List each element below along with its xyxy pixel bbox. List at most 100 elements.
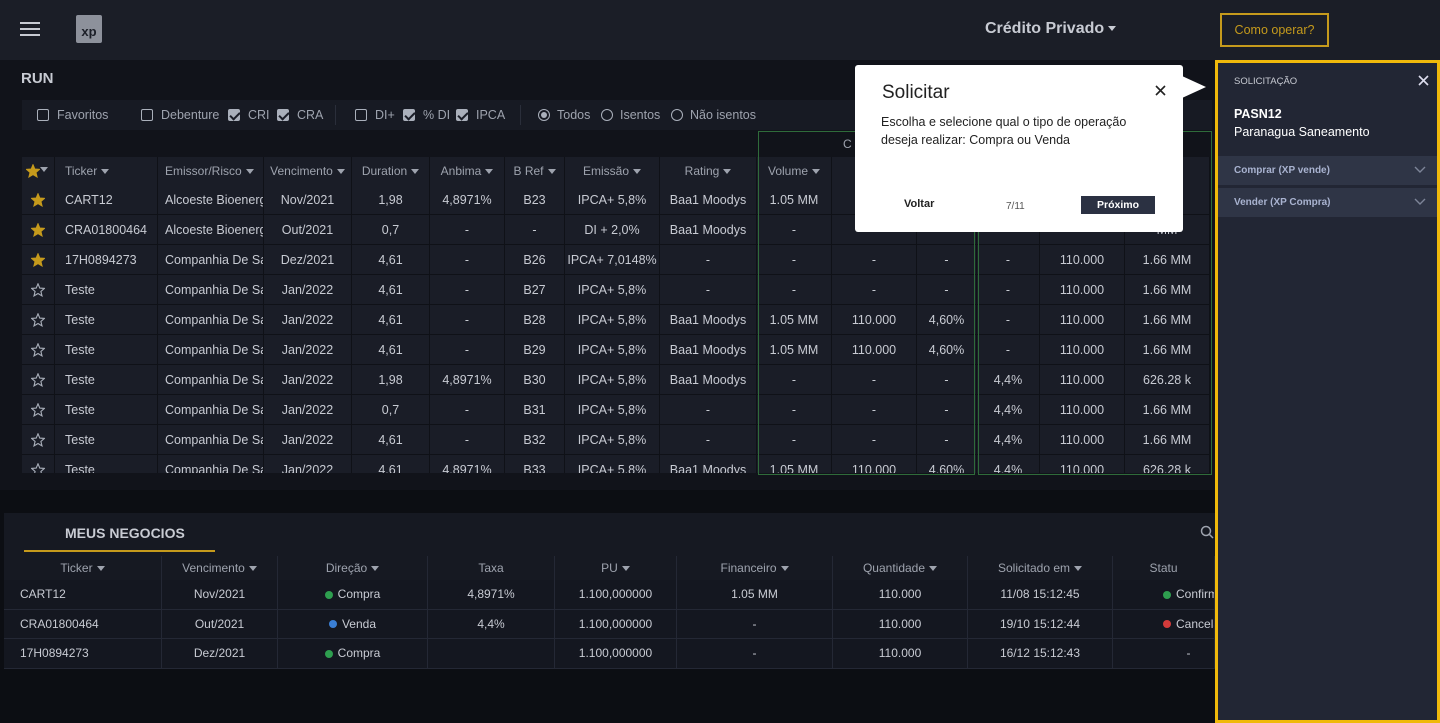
checkbox[interactable] xyxy=(277,109,289,121)
checkbox[interactable] xyxy=(37,109,49,121)
favorite-star[interactable] xyxy=(31,193,45,207)
radio-label[interactable]: Todos xyxy=(557,108,591,122)
cell: 110.000 xyxy=(832,305,917,335)
filter-label[interactable]: CRA xyxy=(297,108,324,122)
column-header[interactable]: Financeiro xyxy=(677,556,833,580)
cell: - xyxy=(430,245,505,275)
favorite-star[interactable] xyxy=(31,433,45,447)
cell-text: Compra xyxy=(337,587,381,601)
column-header[interactable]: B Ref xyxy=(505,157,565,185)
cell: Confirm xyxy=(1113,580,1215,610)
column-header[interactable]: Anbima xyxy=(430,157,505,185)
column-header[interactable]: Vencimento xyxy=(162,556,278,580)
cell: B26 xyxy=(505,245,565,275)
column-header[interactable]: Solicitado em xyxy=(968,556,1113,580)
cell: Jan/2022 xyxy=(264,365,352,395)
popup-close[interactable] xyxy=(1155,85,1166,96)
column-header[interactable]: Emissão xyxy=(565,157,660,185)
checkbox[interactable] xyxy=(228,109,240,121)
column-header[interactable]: Taxa xyxy=(428,556,555,580)
cell: - xyxy=(660,275,757,305)
filter-label[interactable]: Debenture xyxy=(161,108,220,122)
logo[interactable]: xp xyxy=(76,15,102,43)
checkbox[interactable] xyxy=(456,109,468,121)
favorite-star[interactable] xyxy=(31,373,45,387)
radio-label[interactable]: Isentos xyxy=(620,108,661,122)
radio[interactable] xyxy=(538,109,550,121)
accordion-label: Comprar (XP vende) xyxy=(1234,165,1330,176)
cell: 17H0894273 xyxy=(55,245,158,275)
cell: 1.100,000000 xyxy=(555,580,677,610)
column-header[interactable]: Ticker xyxy=(55,157,158,185)
checkbox[interactable] xyxy=(355,109,367,121)
cell: Jan/2022 xyxy=(264,425,352,455)
cell: 1.66 MM xyxy=(1125,335,1210,365)
radio-label[interactable]: Não isentos xyxy=(690,108,757,122)
next-button[interactable]: Próximo xyxy=(1081,196,1155,214)
cell: Companhia De Sar xyxy=(158,365,264,395)
filter-label[interactable]: CRI xyxy=(248,108,270,122)
column-header[interactable]: PU xyxy=(555,556,677,580)
product-select[interactable]: Crédito Privado xyxy=(985,20,1116,38)
favorite-star[interactable] xyxy=(31,253,45,267)
cell: - xyxy=(917,275,977,305)
filter-label[interactable]: DI+ xyxy=(375,108,395,122)
favorite-star[interactable] xyxy=(31,223,45,237)
cell: Jan/2022 xyxy=(264,305,352,335)
cell: B32 xyxy=(505,425,565,455)
cell: 4,8971% xyxy=(430,185,505,215)
cell: IPCA+ 5,8% xyxy=(565,275,660,305)
filter-label[interactable]: IPCA xyxy=(476,108,506,122)
column-header[interactable]: Rating xyxy=(660,157,757,185)
column-header[interactable]: Duration xyxy=(352,157,430,185)
accordion[interactable]: Comprar (XP vende) xyxy=(1218,156,1437,185)
cell: Nov/2021 xyxy=(264,185,352,215)
cell xyxy=(428,639,555,669)
filter-label[interactable]: % DI xyxy=(423,108,451,122)
cell: B31 xyxy=(505,395,565,425)
cell: Cancela xyxy=(1113,609,1215,639)
cell: - xyxy=(977,245,1040,275)
column-header[interactable]: Emissor/Risco xyxy=(158,157,264,185)
checkbox[interactable] xyxy=(403,109,415,121)
column-header[interactable]: Ticker xyxy=(4,556,162,580)
favorite-star[interactable] xyxy=(31,313,45,327)
cell: 4,4% xyxy=(428,609,555,639)
accordion[interactable]: Vender (XP Compra) xyxy=(1218,188,1437,217)
favorite-star[interactable] xyxy=(31,343,45,357)
menu-icon[interactable] xyxy=(20,21,40,37)
column-header[interactable]: Direção xyxy=(278,556,428,580)
favorite-star[interactable] xyxy=(31,283,45,297)
cell: 1.66 MM xyxy=(1125,305,1210,335)
separator xyxy=(520,105,521,125)
cell: 4,60% xyxy=(917,335,977,365)
checkbox[interactable] xyxy=(141,109,153,121)
cell: IPCA+ 5,8% xyxy=(565,305,660,335)
cell-text: - xyxy=(1186,646,1191,660)
radio[interactable] xyxy=(671,109,683,121)
favorite-star[interactable] xyxy=(31,403,45,417)
help-button[interactable]: Como operar? xyxy=(1220,13,1329,47)
cell-text: 1.05 MM xyxy=(731,587,778,601)
panel-close[interactable] xyxy=(1418,75,1429,86)
top-bar: xp Crédito Privado Como operar? xyxy=(0,0,1440,60)
column-header[interactable]: Vencimento xyxy=(264,157,352,185)
radio[interactable] xyxy=(601,109,613,121)
deals-tab[interactable]: MEUS NEGOCIOS xyxy=(65,525,185,541)
cell-text: 1.100,000000 xyxy=(578,646,653,660)
cell: 1.05 MM xyxy=(757,185,832,215)
cell: Dez/2021 xyxy=(162,639,278,669)
back-button[interactable]: Voltar xyxy=(904,198,935,210)
cell: Venda xyxy=(278,609,428,639)
cell: 17H0894273 xyxy=(4,639,162,669)
column-header[interactable]: Statu xyxy=(1113,556,1215,580)
cell-text: 16/12 15:12:43 xyxy=(999,646,1081,660)
cell: CRA01800464 xyxy=(55,215,158,245)
search-icon[interactable] xyxy=(1200,525,1214,539)
cell: Companhia De Sar xyxy=(158,335,264,365)
column-header[interactable]: Quantidade xyxy=(833,556,968,580)
cell: 1,98 xyxy=(352,365,430,395)
column-header[interactable]: Volume xyxy=(757,157,832,185)
filter-label[interactable]: Favoritos xyxy=(57,108,109,122)
